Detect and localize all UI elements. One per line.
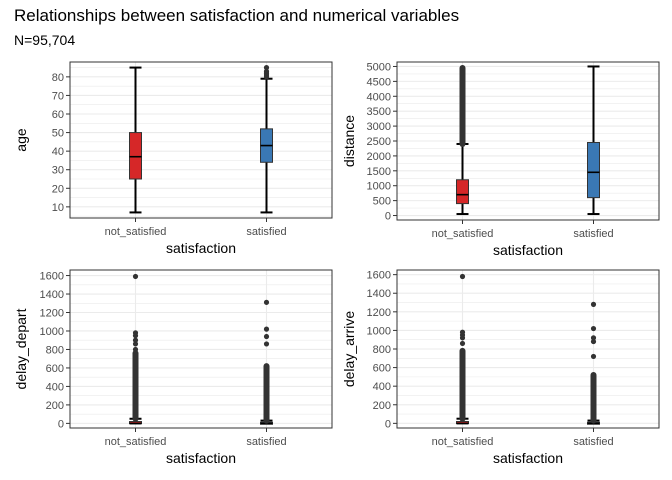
y-tick-label: 40 — [52, 146, 64, 158]
y-tick-label: 0 — [385, 211, 391, 223]
y-tick-label: 5000 — [367, 61, 391, 73]
outlier-point — [132, 346, 139, 353]
box-satisfied — [587, 301, 600, 425]
box-iqr — [129, 132, 142, 180]
outlier-point — [459, 329, 466, 335]
y-tick-label: 600 — [46, 363, 64, 375]
outlier-point — [263, 341, 270, 347]
y-tick-label: 1000 — [40, 326, 64, 338]
x-axis-label: satisfaction — [166, 240, 236, 256]
outlier-point — [590, 301, 597, 307]
box-not_satisfied — [456, 273, 469, 425]
chart-panel-distance: 0 500 1000 1500 2000 2500 3000 3500 4000 4500 5000… — [341, 61, 660, 258]
y-tick-label: 1600 — [40, 271, 64, 283]
outlier-point — [590, 325, 597, 332]
outlier-point — [590, 335, 597, 341]
box-satisfied — [260, 64, 273, 214]
y-tick-label: 3500 — [367, 106, 391, 118]
box-not_satisfied — [129, 66, 142, 214]
x-axis-label: satisfaction — [493, 242, 563, 258]
x-axis-label: satisfaction — [166, 450, 236, 466]
outlier-point — [263, 64, 270, 71]
y-tick-label: 1200 — [40, 308, 64, 320]
chart-panel-age: 10 20 30 40 50 60 70 80 not_satisfied satisfied sa… — [13, 61, 333, 256]
y-tick-label: 10 — [52, 202, 64, 214]
y-tick-label: 3000 — [367, 121, 391, 133]
box-not_satisfied — [129, 273, 142, 425]
y-tick-label: 2000 — [367, 151, 391, 163]
x-tick-label: satisfied — [573, 436, 613, 448]
outlier-point — [459, 65, 466, 71]
outlier-point — [459, 273, 466, 280]
y-tick-label: 4000 — [367, 91, 391, 103]
x-tick-label: not_satisfied — [432, 436, 494, 448]
y-tick-label: 0 — [58, 418, 64, 430]
y-tick-label: 2500 — [367, 136, 391, 148]
page-subtitle: N=95,704 — [14, 32, 76, 48]
y-tick-label: 1000 — [367, 325, 391, 337]
outlier-point — [132, 273, 139, 280]
x-tick-label: satisfied — [573, 228, 613, 240]
outlier-point — [263, 326, 270, 332]
y-tick-label: 400 — [373, 381, 391, 393]
y-axis-label: age — [13, 128, 29, 152]
outlier-point — [132, 330, 139, 336]
outlier-point — [132, 337, 139, 343]
chart-panel-delay_arrive: 0 200 400 600 800 1000 1200 1400 1600 not_satisfi… — [341, 269, 660, 466]
x-tick-label: not_satisfied — [105, 226, 167, 238]
y-tick-label: 60 — [52, 109, 64, 121]
box-satisfied — [587, 65, 600, 216]
y-tick-label: 800 — [373, 344, 391, 356]
panel-border — [69, 61, 333, 219]
x-tick-label: satisfied — [246, 436, 286, 448]
outlier-point — [132, 341, 139, 347]
y-axis-label: distance — [341, 115, 357, 167]
outlier-point — [263, 333, 270, 340]
x-tick-label: not_satisfied — [105, 436, 167, 448]
y-tick-label: 600 — [373, 363, 391, 375]
y-tick-label: 0 — [385, 418, 391, 430]
y-tick-label: 1600 — [367, 270, 391, 282]
x-tick-label: not_satisfied — [432, 228, 494, 240]
x-tick-label: satisfied — [246, 226, 286, 238]
y-tick-label: 70 — [52, 90, 64, 102]
x-axis-label: satisfaction — [493, 450, 563, 466]
y-tick-label: 800 — [46, 344, 64, 356]
y-tick-label: 1000 — [367, 181, 391, 193]
chart-panel-delay_depart: 0 200 400 600 800 1000 1200 1400 1600 not_satisfi… — [13, 269, 333, 466]
y-axis-label: delay_depart — [13, 308, 29, 389]
outlier-point — [590, 353, 597, 360]
y-tick-label: 4500 — [367, 76, 391, 88]
y-tick-label: 1400 — [367, 288, 391, 300]
outlier-point — [263, 68, 270, 74]
box-iqr — [456, 179, 469, 205]
y-tick-label: 80 — [52, 72, 64, 84]
outlier-point — [590, 338, 597, 345]
y-tick-label: 400 — [46, 381, 64, 393]
y-tick-label: 20 — [52, 183, 64, 195]
y-tick-label: 1400 — [40, 289, 64, 301]
y-tick-label: 50 — [52, 128, 64, 140]
box-iqr — [587, 141, 600, 199]
box-not_satisfied — [456, 64, 469, 216]
y-tick-label: 200 — [46, 400, 64, 412]
outlier-point — [263, 299, 270, 305]
y-tick-label: 30 — [52, 165, 64, 177]
y-axis-label: delay_arrive — [341, 311, 357, 387]
y-tick-label: 1500 — [367, 166, 391, 178]
page-title: Relationships between satisfaction and n… — [14, 6, 460, 25]
outlier-point — [459, 340, 466, 347]
y-tick-label: 1200 — [367, 307, 391, 319]
y-tick-label: 500 — [373, 196, 391, 208]
box-satisfied — [260, 299, 273, 425]
y-tick-label: 200 — [373, 400, 391, 412]
